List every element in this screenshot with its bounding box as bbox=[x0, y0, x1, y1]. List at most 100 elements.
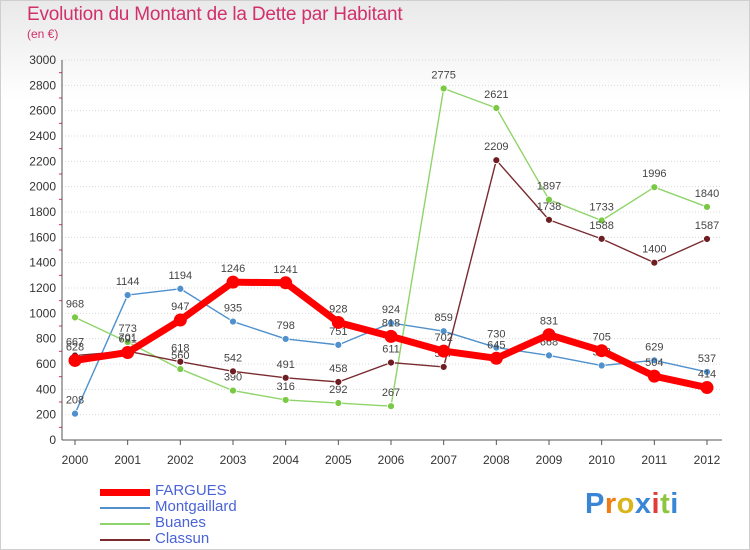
data-point-montgaillard bbox=[281, 335, 290, 343]
data-point-classun bbox=[597, 234, 606, 243]
data-label-montgaillard: 924 bbox=[382, 304, 400, 316]
data-point-fargues bbox=[68, 353, 82, 367]
data-label-classun: 2209 bbox=[484, 141, 508, 153]
data-point-classun bbox=[492, 156, 501, 165]
y-tick-label: 600 bbox=[36, 357, 56, 371]
logo-letter: o bbox=[616, 488, 635, 520]
data-label-montgaillard: 629 bbox=[645, 341, 663, 353]
x-tick-label: 2011 bbox=[641, 453, 667, 467]
logo-letter: i bbox=[670, 488, 679, 520]
data-point-classun bbox=[387, 358, 395, 367]
data-label-buanes: 1840 bbox=[695, 188, 719, 200]
data-label-classun: 618 bbox=[171, 343, 189, 355]
data-label-fargues: 947 bbox=[171, 301, 189, 313]
data-label-montgaillard: 1144 bbox=[116, 276, 140, 288]
data-label-fargues: 691 bbox=[118, 333, 136, 345]
proxiti-logo: Proxiti bbox=[585, 488, 679, 521]
data-point-fargues bbox=[542, 328, 556, 342]
data-point-fargues bbox=[226, 275, 240, 289]
x-tick-label: 2008 bbox=[483, 453, 510, 467]
data-point-classun bbox=[439, 363, 448, 371]
data-point-buanes bbox=[176, 365, 185, 373]
data-label-fargues: 928 bbox=[329, 303, 347, 315]
data-point-buanes bbox=[71, 313, 79, 322]
data-point-montgaillard bbox=[387, 319, 395, 327]
data-point-montgaillard bbox=[545, 351, 553, 360]
data-label-buanes: 390 bbox=[224, 372, 242, 384]
y-tick-label: 400 bbox=[36, 382, 56, 396]
data-label-buanes: 2775 bbox=[431, 70, 455, 82]
data-label-classun: 1400 bbox=[642, 244, 666, 256]
y-tick-label: 2200 bbox=[29, 154, 56, 168]
data-label-fargues: 831 bbox=[540, 316, 558, 328]
legend-label-montgaillard: Montgaillard bbox=[155, 498, 237, 515]
y-tick-label: 2600 bbox=[29, 104, 56, 118]
y-tick-label: 200 bbox=[36, 408, 56, 422]
x-tick-label: 2006 bbox=[378, 453, 405, 467]
logo-letter: t bbox=[660, 488, 671, 520]
data-label-classun: 542 bbox=[224, 352, 242, 364]
data-label-buanes: 316 bbox=[276, 381, 294, 393]
data-label-buanes: 968 bbox=[66, 298, 84, 310]
data-point-classun bbox=[334, 378, 343, 386]
data-label-classun: 1587 bbox=[695, 220, 719, 232]
legend-item-classun: Classun bbox=[100, 530, 300, 548]
chart-subtitle: (en €) bbox=[27, 27, 59, 41]
data-label-buanes: 560 bbox=[171, 350, 189, 362]
data-label-montgaillard: 935 bbox=[224, 303, 242, 315]
data-label-montgaillard: 859 bbox=[434, 312, 452, 324]
data-point-fargues bbox=[384, 329, 398, 343]
data-point-classun bbox=[545, 215, 553, 224]
data-label-fargues: 702 bbox=[434, 332, 452, 344]
data-label-buanes: 1897 bbox=[537, 181, 561, 193]
data-point-fargues bbox=[595, 344, 609, 358]
data-label-classun: 1588 bbox=[589, 220, 613, 232]
x-tick-label: 2002 bbox=[167, 453, 194, 467]
data-label-fargues: 705 bbox=[592, 332, 610, 344]
data-label-buanes: 267 bbox=[382, 387, 400, 399]
data-point-fargues bbox=[121, 345, 135, 359]
y-tick-label: 1000 bbox=[29, 306, 56, 320]
data-label-fargues: 645 bbox=[487, 339, 505, 351]
data-label-fargues: 1246 bbox=[221, 263, 245, 275]
legend-label-fargues: FARGUES bbox=[155, 482, 227, 499]
data-point-buanes bbox=[229, 386, 237, 395]
logo-letter: x bbox=[634, 488, 652, 520]
data-label-buanes: 773 bbox=[118, 323, 136, 335]
legend-swatch-fargues bbox=[100, 489, 150, 496]
data-point-buanes bbox=[123, 338, 132, 346]
y-tick-label: 800 bbox=[36, 332, 56, 346]
y-tick-label: 1400 bbox=[29, 256, 56, 270]
x-tick-label: 2001 bbox=[114, 453, 141, 467]
y-tick-label: 2400 bbox=[29, 129, 56, 143]
data-point-montgaillard bbox=[229, 317, 237, 326]
legend-swatch-montgaillard bbox=[100, 507, 150, 509]
data-point-buanes bbox=[281, 396, 290, 404]
data-point-montgaillard bbox=[492, 343, 501, 352]
data-point-montgaillard bbox=[123, 291, 132, 299]
data-label-montgaillard: 798 bbox=[276, 320, 294, 332]
data-point-buanes bbox=[387, 402, 395, 411]
x-tick-label: 2000 bbox=[62, 453, 89, 467]
data-point-montgaillard bbox=[650, 356, 659, 365]
data-label-fargues: 818 bbox=[382, 317, 400, 329]
x-tick-label: 2003 bbox=[220, 453, 247, 467]
data-point-buanes bbox=[334, 399, 343, 407]
data-label-classun: 491 bbox=[276, 359, 294, 371]
x-tick-label: 2005 bbox=[325, 453, 352, 467]
data-label-fargues: 414 bbox=[698, 369, 716, 381]
data-point-montgaillard bbox=[703, 368, 711, 376]
data-label-classun: 701 bbox=[118, 332, 136, 344]
logo-letter: i bbox=[651, 488, 661, 520]
x-tick-label: 2009 bbox=[536, 453, 563, 467]
data-label-buanes: 2621 bbox=[484, 89, 508, 101]
data-label-classun: 1738 bbox=[537, 201, 561, 213]
y-tick-label: 1800 bbox=[29, 205, 56, 219]
data-point-montgaillard bbox=[597, 361, 606, 370]
y-tick-label: 1600 bbox=[29, 230, 56, 244]
data-point-fargues bbox=[331, 315, 345, 329]
y-tick-label: 1200 bbox=[29, 281, 56, 295]
data-label-montgaillard: 730 bbox=[487, 329, 505, 341]
data-label-montgaillard: 1194 bbox=[169, 270, 193, 282]
legend-item-montgaillard: Montgaillard bbox=[100, 498, 300, 516]
